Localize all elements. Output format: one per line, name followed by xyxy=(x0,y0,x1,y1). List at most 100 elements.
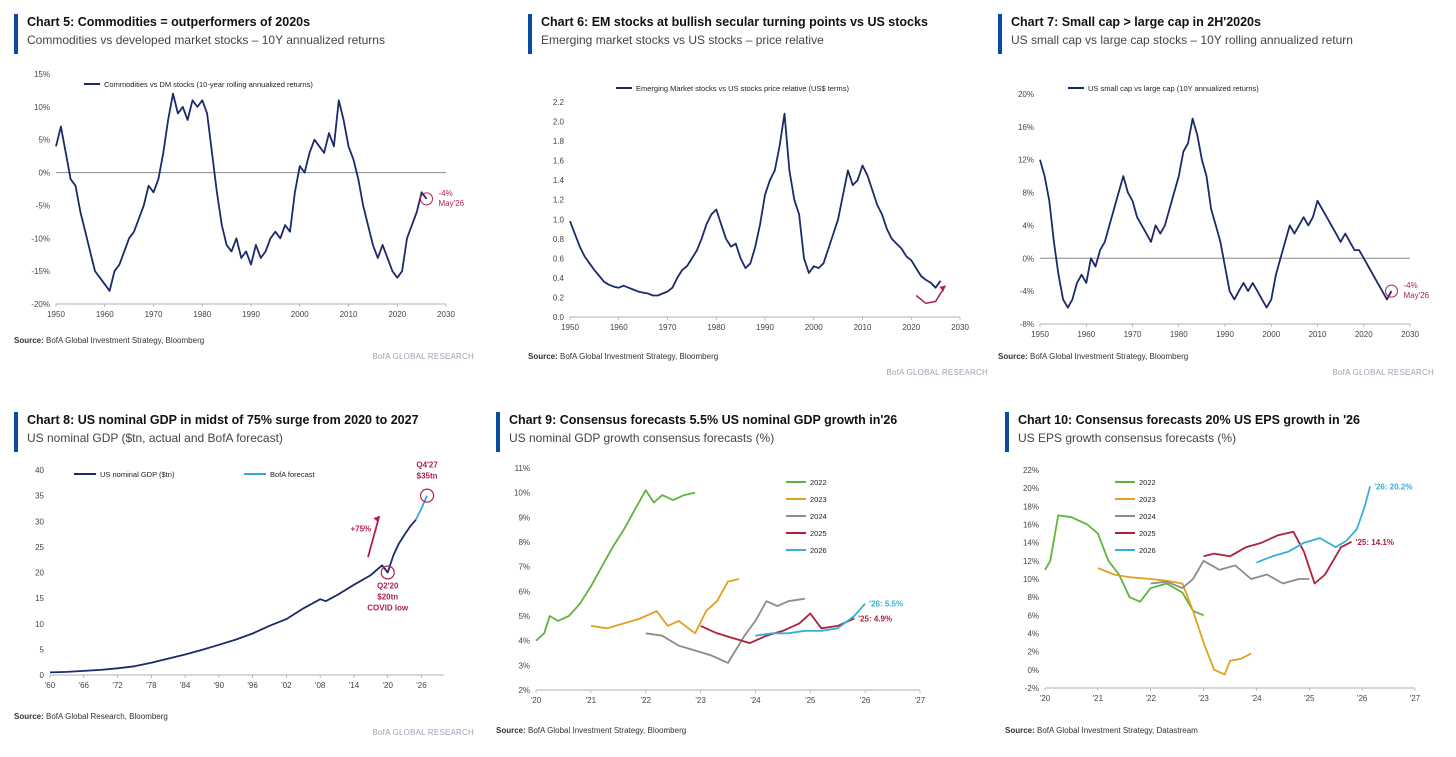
x-tick-label: 1980 xyxy=(707,323,725,332)
y-tick-label: 9% xyxy=(518,513,530,522)
small-vs-large-cap-line-chart: -8% -4% 0% 4% 8% 12% 16% 20% 1950 1960 1970 1980 199… xyxy=(1018,84,1430,339)
x-tick-label: '60 xyxy=(45,681,56,690)
y-tick-label: -10% xyxy=(31,234,50,243)
chart-source: Source: BofA Global Research, Bloomberg xyxy=(14,712,168,721)
x-tick-label: '20 xyxy=(382,681,393,690)
x-tick-label: 1970 xyxy=(145,310,163,319)
y-tick-label: 2.2 xyxy=(553,98,565,107)
y-tick-label: 8% xyxy=(1022,189,1034,198)
chart-subtitle: US nominal GDP growth consensus forecast… xyxy=(509,431,775,445)
series-line-1 xyxy=(535,489,696,642)
eps-growth-forecasts-chart: -2% 0% 2% 4% 6% 8% 10% 12% 14% 16% 18% 20% 22% '20 '21… xyxy=(1023,466,1421,703)
x-tick-label: 2010 xyxy=(1309,330,1327,339)
chart-title: Chart 5: Commodities = outperformers of … xyxy=(27,15,311,29)
y-tick-label: 0% xyxy=(1022,254,1034,263)
y-tick-label: 20% xyxy=(1023,484,1039,493)
chart-title: Chart 9: Consensus forecasts 5.5% US nom… xyxy=(509,413,898,427)
x-tick-label: '02 xyxy=(281,681,292,690)
x-tick-label: '23 xyxy=(695,696,706,705)
annotation-label: $35tn xyxy=(417,472,438,481)
y-tick-label: 0.0 xyxy=(553,313,565,322)
y-tick-label: 30 xyxy=(35,517,44,526)
x-tick-label: '14 xyxy=(349,681,360,690)
x-tick-label: '24 xyxy=(750,696,761,705)
legend-label: 2025 xyxy=(1139,529,1156,538)
annotation-label: Q2'20 xyxy=(377,582,399,591)
legend-label: US small cap vs large cap (10Y annualize… xyxy=(1088,84,1259,93)
y-tick-label: -2% xyxy=(1025,684,1039,693)
x-tick-label: 1970 xyxy=(1124,330,1142,339)
x-tick-label: '66 xyxy=(79,681,90,690)
series-line-4 xyxy=(1203,530,1353,585)
legend-label: 2025 xyxy=(810,529,827,538)
y-tick-label: 0.2 xyxy=(553,293,565,302)
series-line-2 xyxy=(415,495,428,521)
end-value-label: '26: 20.2% xyxy=(1374,482,1412,491)
legend-label: Commodities vs DM stocks (10-year rollin… xyxy=(104,80,313,89)
y-tick-label: 0.6 xyxy=(553,254,565,263)
legend-label: 2024 xyxy=(810,512,827,521)
x-tick-label: '84 xyxy=(180,681,191,690)
series-line-1 xyxy=(49,519,417,674)
chart-title: Chart 10: Consensus forecasts 20% US EPS… xyxy=(1018,413,1360,427)
x-tick-label: '25 xyxy=(805,696,816,705)
y-tick-label: -4% xyxy=(1020,287,1034,296)
legend-label: 2026 xyxy=(810,546,827,555)
turning-arrow xyxy=(915,285,947,305)
annotation-label: +75% xyxy=(350,525,371,534)
x-tick-label: '25 xyxy=(1304,694,1315,703)
chart-source: Source: BofA Global Investment Strategy,… xyxy=(528,352,719,361)
chart-panel-9: Chart 9: Consensus forecasts 5.5% US nom… xyxy=(496,412,966,752)
x-tick-label: '96 xyxy=(247,681,258,690)
annotation-circle xyxy=(380,565,395,580)
y-tick-label: 0% xyxy=(1027,666,1039,675)
y-tick-label: 1.2 xyxy=(553,196,565,205)
x-tick-label: 2020 xyxy=(388,310,406,319)
series-line-1 xyxy=(569,112,942,297)
arrow-head xyxy=(373,516,380,523)
chart-panel-5: Chart 5: Commodities = outperformers of … xyxy=(14,14,484,384)
x-tick-label: '27 xyxy=(1410,694,1421,703)
x-tick-label: 2020 xyxy=(902,323,920,332)
bofa-watermark: BofA GLOBAL RESEARCH xyxy=(372,728,474,737)
y-tick-label: 0.8 xyxy=(553,235,565,244)
x-tick-label: 2000 xyxy=(805,323,823,332)
y-tick-label: 25 xyxy=(35,543,44,552)
y-tick-label: -15% xyxy=(31,267,50,276)
y-tick-label: 15% xyxy=(34,70,50,79)
commodities-line-chart: -20% -15% -10% -5% 0% 5% 10% 15% 1950 1960 1970 198… xyxy=(31,70,465,319)
series-line-3 xyxy=(645,597,805,664)
series-line-5 xyxy=(1256,486,1371,564)
x-tick-label: '78 xyxy=(146,681,157,690)
annotation-label: May'26 xyxy=(439,199,465,208)
bofa-watermark: BofA GLOBAL RESEARCH xyxy=(372,352,474,361)
chart-header: Chart 10: Consensus forecasts 20% US EPS… xyxy=(1005,412,1360,452)
y-tick-label: 5 xyxy=(40,645,45,654)
x-tick-label: 1960 xyxy=(610,323,628,332)
chart-title: Chart 6: EM stocks at bullish secular tu… xyxy=(541,15,928,29)
chart-source: Source: BofA Global Investment Strategy,… xyxy=(998,352,1189,361)
x-tick-label: 1960 xyxy=(96,310,114,319)
annotation-label: COVID low xyxy=(367,604,409,613)
x-tick-label: '72 xyxy=(112,681,123,690)
y-tick-label: 2% xyxy=(1027,648,1039,657)
x-tick-label: 2000 xyxy=(291,310,309,319)
y-tick-label: 4% xyxy=(1027,630,1039,639)
x-tick-label: '26 xyxy=(416,681,427,690)
x-tick-label: 1990 xyxy=(242,310,260,319)
y-tick-label: 12% xyxy=(1023,557,1039,566)
y-tick-label: 8% xyxy=(518,538,530,547)
chart-header: Chart 8: US nominal GDP in midst of 75% … xyxy=(14,412,419,452)
annotation-circle xyxy=(420,488,435,503)
gdp-growth-forecasts-chart: 2% 3% 4% 5% 6% 7% 8% 9% 10% 11% '20 '21 '22 '23 '24 '25… xyxy=(514,464,926,705)
y-tick-label: 3% xyxy=(518,661,530,670)
legend-label: 2023 xyxy=(1139,495,1156,504)
x-tick-label: 2010 xyxy=(340,310,358,319)
series-line-1 xyxy=(1039,117,1393,309)
annotation-label: -4% xyxy=(1404,281,1418,290)
x-tick-label: '21 xyxy=(586,696,597,705)
x-tick-label: 2000 xyxy=(1262,330,1280,339)
y-tick-label: 2% xyxy=(518,686,530,695)
chart-header: Chart 5: Commodities = outperformers of … xyxy=(14,14,385,54)
x-tick-label: '21 xyxy=(1093,694,1104,703)
